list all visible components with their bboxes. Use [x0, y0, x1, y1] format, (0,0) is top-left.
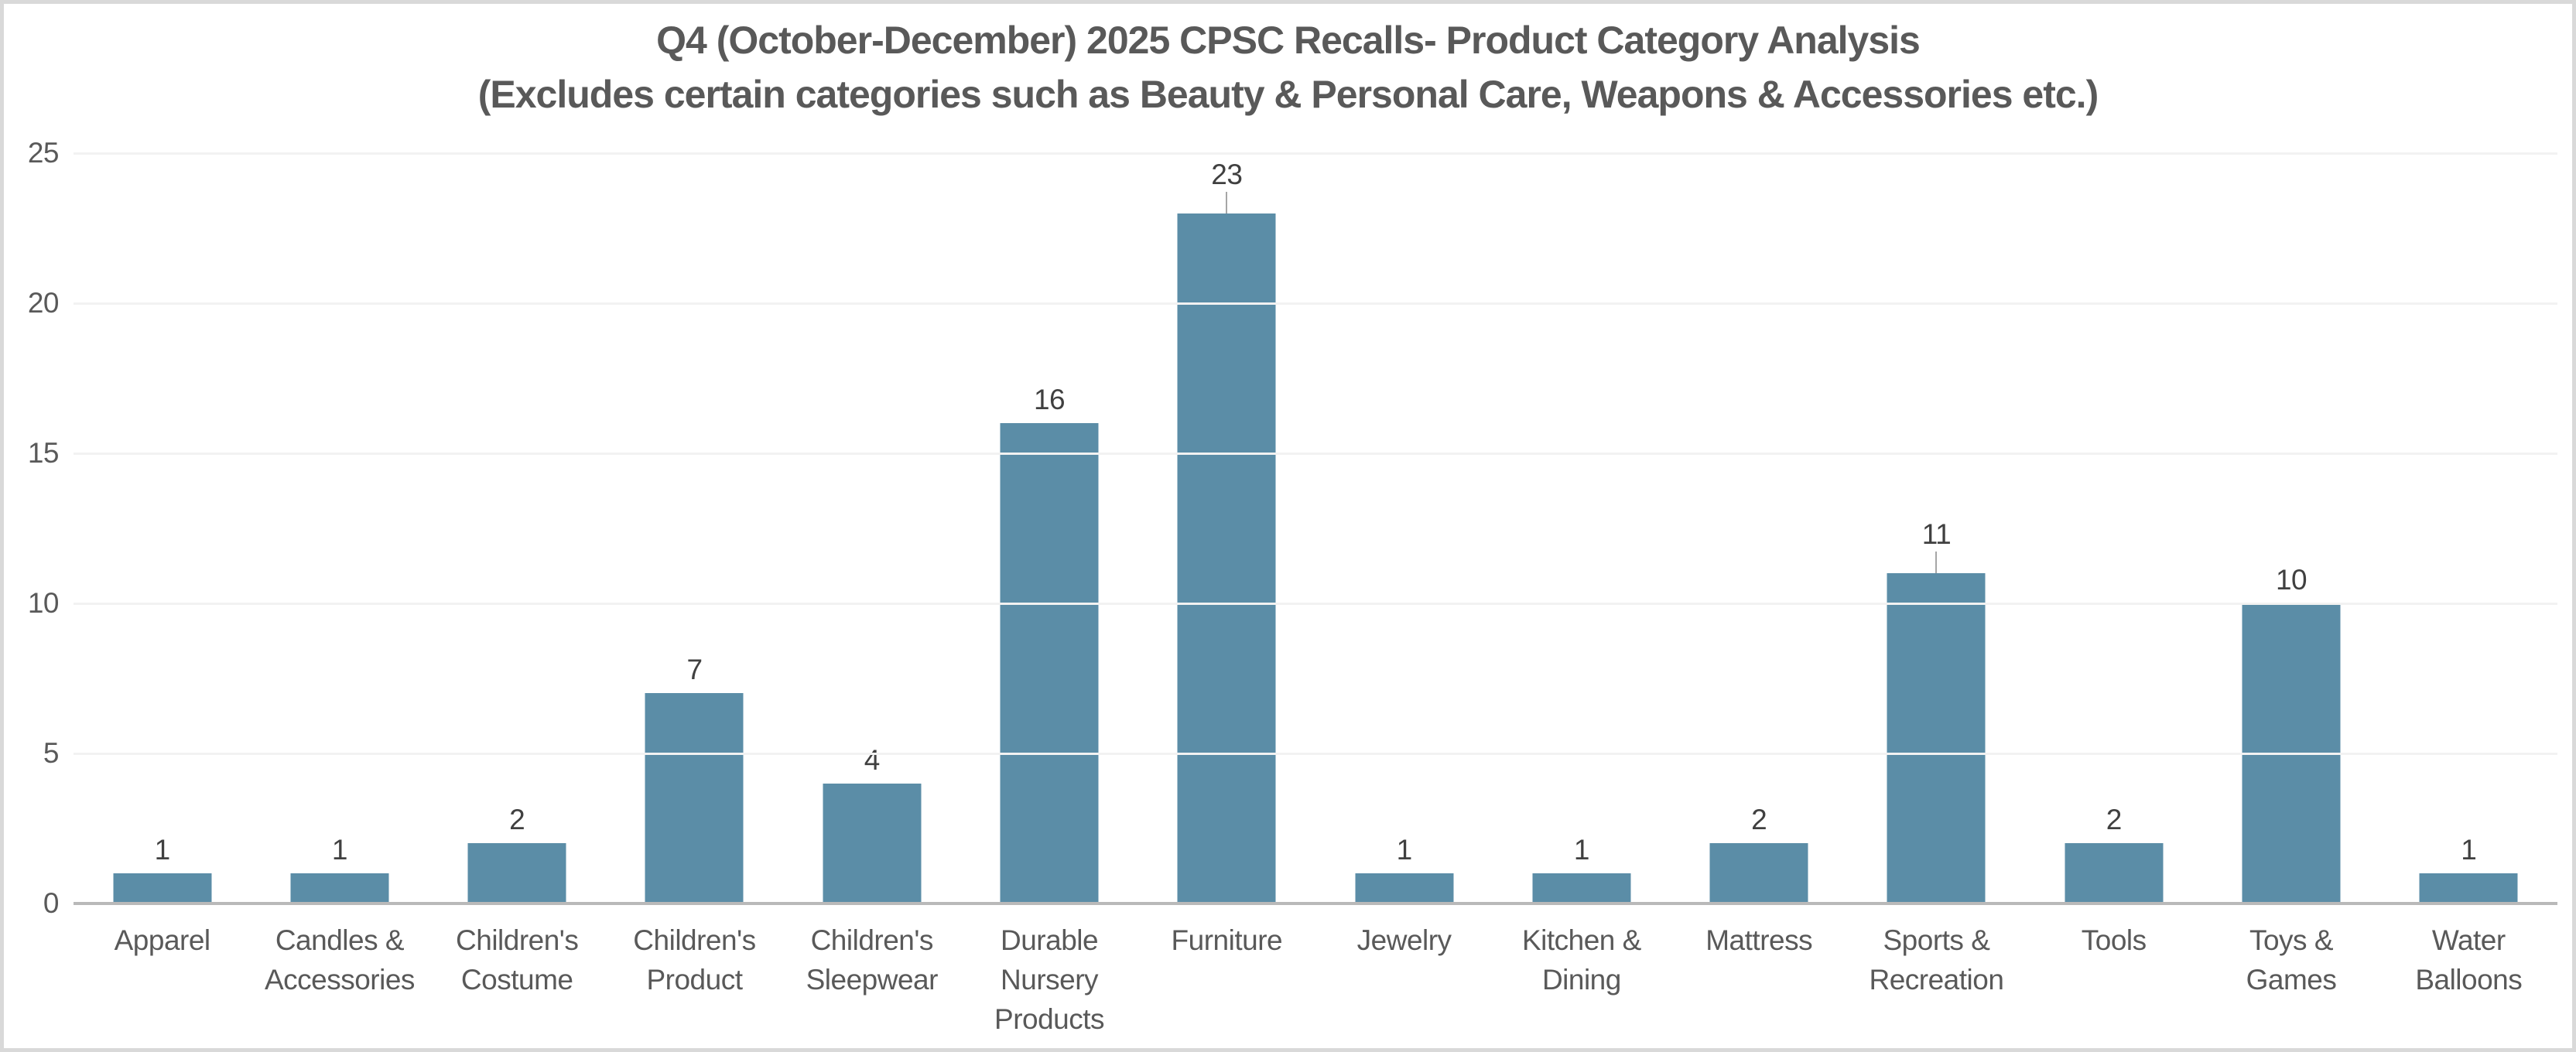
data-label: 2 — [509, 804, 525, 835]
bar-sports-recreation — [1887, 573, 1986, 903]
x-category-label: Apparel — [114, 924, 211, 956]
bar-kitchen-dining — [1532, 873, 1631, 903]
data-label: 2 — [1751, 804, 1767, 835]
bar-slot: 1 — [1315, 153, 1493, 903]
y-tick-label: 0 — [43, 887, 60, 919]
data-label: 2 — [2106, 804, 2123, 835]
y-tick-label: 5 — [43, 737, 60, 769]
bars-layer: 1 1 2 7 4 16 23 1 1 2 11 2 10 1 — [74, 153, 2557, 903]
data-label: 7 — [686, 654, 703, 685]
x-category-label: Sports & Recreation — [1869, 924, 2004, 996]
data-label: 1 — [331, 834, 348, 866]
bar-slot: 1 — [1493, 153, 1670, 903]
y-tick-label: 25 — [27, 137, 60, 169]
gridline — [74, 453, 2557, 455]
bar-slot: 11 — [1848, 153, 2025, 903]
bar-slot: 2 — [429, 153, 606, 903]
bar-children-s-product — [645, 693, 744, 903]
bar-slot: 23 — [1138, 153, 1315, 903]
bar-slot: 2 — [2025, 153, 2202, 903]
x-category-label: Furniture — [1171, 924, 1283, 956]
bar-furniture — [1177, 213, 1276, 903]
x-category-label: Durable Nursery Products — [994, 924, 1105, 1035]
x-category-label: Tools — [2081, 924, 2147, 956]
y-tick-label: 15 — [27, 437, 60, 469]
data-label: 1 — [2461, 834, 2477, 866]
data-label: 16 — [1033, 384, 1066, 415]
x-axis: Apparel Candles & Accessories Children's C… — [74, 920, 2557, 1039]
x-category-label: Children's Sleepwear — [806, 924, 939, 996]
x-category-label: Kitchen & Dining — [1521, 924, 1641, 996]
x-category-label: Mattress — [1705, 924, 1813, 956]
data-label: 11 — [1921, 518, 1952, 550]
bar-durable-nursery-products — [1000, 423, 1099, 903]
bar-tools — [2065, 843, 2164, 903]
bar-children-s-sleepwear — [823, 784, 922, 903]
x-axis-line — [74, 902, 2557, 905]
plot-area: 1 1 2 7 4 16 23 1 1 2 11 2 10 1 — [74, 152, 2557, 905]
bar-slot: 4 — [783, 153, 960, 903]
bar-slot: 1 — [251, 153, 428, 903]
x-category-label: Water Balloons — [2415, 924, 2523, 996]
chart-title-line2: (Excludes certain categories such as Bea… — [477, 73, 2099, 116]
leader-line — [1935, 552, 1938, 573]
bar-slot: 1 — [2380, 153, 2557, 903]
bar-children-s-costume — [467, 843, 566, 903]
x-category-label: Children's Product — [633, 924, 756, 996]
chart-title: Q4 (October-December) 2025 CPSC Recalls-… — [0, 13, 2576, 121]
bar-water-balloons — [2419, 873, 2518, 903]
data-label: 4 — [864, 744, 881, 776]
bar-slot: 10 — [2202, 153, 2379, 903]
y-tick-label: 20 — [27, 287, 60, 319]
bar-apparel — [113, 873, 212, 903]
bar-jewelry — [1355, 873, 1454, 903]
x-category-label: Children's Costume — [456, 924, 579, 996]
gridline — [74, 302, 2557, 305]
leader-line — [1226, 192, 1228, 213]
x-category-label: Jewelry — [1356, 924, 1452, 956]
data-label: 10 — [2275, 564, 2307, 596]
bar-mattress — [1709, 843, 1808, 903]
data-label: 1 — [1396, 834, 1413, 866]
data-label: 1 — [154, 834, 171, 866]
gridline — [74, 753, 2557, 755]
bar-slot: 7 — [606, 153, 783, 903]
bar-slot: 16 — [960, 153, 1137, 903]
data-label: 1 — [1573, 834, 1590, 866]
gridline — [74, 603, 2557, 605]
x-category-label: Toys & Games — [2246, 924, 2337, 996]
chart-title-line1: Q4 (October-December) 2025 CPSC Recalls-… — [656, 19, 1921, 62]
y-axis: 0 5 10 15 20 25 — [0, 137, 62, 919]
bar-candles-accessories — [290, 873, 389, 903]
gridline — [74, 152, 2557, 155]
bar-slot: 1 — [74, 153, 251, 903]
x-category-label: Candles & Accessories — [264, 924, 415, 996]
data-label: 23 — [1211, 159, 1243, 190]
bar-slot: 2 — [1671, 153, 1848, 903]
y-tick-label: 10 — [27, 587, 60, 619]
